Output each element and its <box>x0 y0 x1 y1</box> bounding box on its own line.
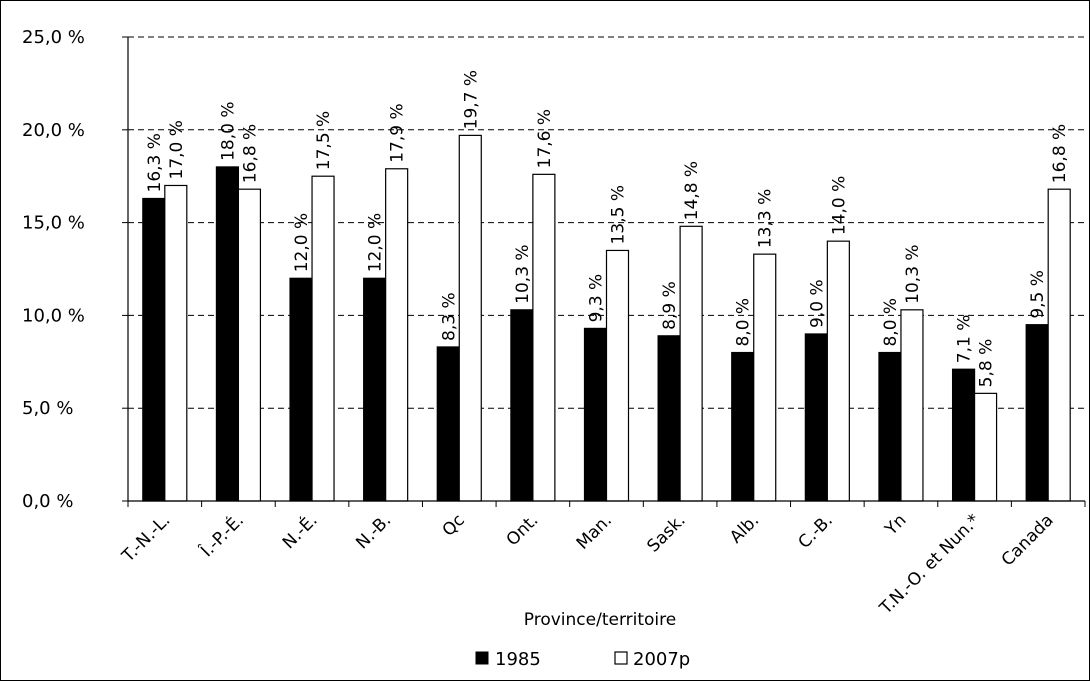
data-label: 12,0 % <box>292 213 312 272</box>
bar-1985-Yn <box>878 351 902 502</box>
category-label: Ont. <box>503 510 543 550</box>
axes <box>122 36 1086 507</box>
data-label: 17,9 % <box>388 103 408 162</box>
y-tick-labels: 0,0 % 5,0 % 10,0 % 15,0 % 20,0 % 25,0 % <box>22 27 85 512</box>
bar-1985-Qc <box>436 346 460 502</box>
bar-1985-N.-B. <box>363 277 387 502</box>
data-label: 19,7 % <box>461 70 481 129</box>
category-label: Qc <box>439 510 469 540</box>
category-label: T.-N.-L. <box>118 510 175 567</box>
data-label: 16,8 % <box>1050 124 1070 183</box>
bar-1985-Man. <box>583 327 608 502</box>
bar-2007p-Alb. <box>753 253 777 502</box>
data-label: 10,3 % <box>513 244 533 303</box>
data-label: 9,5 % <box>1028 270 1048 319</box>
data-label: 8,3 % <box>439 292 459 341</box>
data-label: 12,0 % <box>366 213 386 272</box>
y-tick-label: 10,0 % <box>22 305 85 326</box>
category-labels: T.-N.-L. Î.-P.-É. N.-É. N.-B. Qc Ont. Man. Sask… <box>118 509 1058 619</box>
data-label: 17,0 % <box>167 120 187 179</box>
category-label: Canada <box>998 510 1058 570</box>
category-label: N.-É. <box>277 509 321 553</box>
bar-2007p-T.N.-O. et Nun.* <box>973 392 998 502</box>
y-tick-label: 0,0 % <box>22 491 73 512</box>
legend: 1985 2007p <box>475 649 690 670</box>
y-tick-label: 15,0 % <box>22 213 85 234</box>
bar-2007p-Î.-P.-É. <box>237 188 262 502</box>
data-label: 18,0 % <box>218 101 238 160</box>
data-label: 16,8 % <box>240 124 260 183</box>
bar-1985-Sask. <box>657 335 681 502</box>
bar-2007p-Man. <box>605 249 630 502</box>
bar-2007p-Yn <box>900 309 924 502</box>
data-label: 8,0 % <box>881 298 901 347</box>
category-label: Î.-P.-É. <box>195 509 248 562</box>
bar-1985-T.N.-O. et Nun.* <box>951 368 976 502</box>
data-label: 13,3 % <box>756 189 776 248</box>
y-tick-label: 20,0 % <box>22 120 85 141</box>
legend-label-1985: 1985 <box>495 649 541 670</box>
bar-2007p-N.-B. <box>385 168 409 502</box>
category-label: C.-B. <box>795 510 837 552</box>
data-label: 16,3 % <box>145 133 165 192</box>
bar-2007p-C.-B. <box>826 240 850 502</box>
bar-2007p-Qc <box>458 134 482 502</box>
category-label: Yn <box>881 510 911 540</box>
legend-swatch-2007p <box>614 651 628 665</box>
data-label: 14,0 % <box>829 176 849 235</box>
bars <box>142 134 1071 502</box>
data-label: 9,3 % <box>587 274 607 323</box>
data-label: 17,6 % <box>535 109 555 168</box>
data-label: 5,8 % <box>977 339 997 388</box>
bar-1985-Alb. <box>731 351 755 502</box>
y-tick-label: 5,0 % <box>22 398 73 419</box>
bar-2007p-Sask. <box>679 225 703 502</box>
data-labels: 16,3 % 17,0 % 18,0 % 16,8 %12,0 %17,5 %12,0… <box>145 70 1070 387</box>
bar-1985-N.-É. <box>289 277 313 502</box>
data-label: 13,5 % <box>609 185 629 244</box>
data-label: 7,1 % <box>955 315 975 364</box>
legend-label-2007p: 2007p <box>633 649 690 670</box>
bar-1985-Canada <box>1025 324 1049 502</box>
data-label: 17,5 % <box>314 111 334 170</box>
data-label: 10,3 % <box>903 244 923 303</box>
bar-1985-C.-B. <box>804 333 828 502</box>
legend-swatch-1985 <box>475 651 489 665</box>
x-axis-title: Province/territoire <box>524 610 676 630</box>
category-label: N.-B. <box>352 510 395 553</box>
bar-1985-Ont. <box>510 309 534 502</box>
bar-2007p-Canada <box>1047 188 1071 502</box>
data-label: 8,0 % <box>734 298 754 347</box>
bar-2007p-T.-N.-L. <box>164 184 188 502</box>
category-label: Sask. <box>643 510 689 556</box>
bar-1985-T.-N.-L. <box>142 197 166 502</box>
y-tick-label: 25,0 % <box>22 27 85 48</box>
data-label: 9,0 % <box>807 279 827 328</box>
data-label: 14,8 % <box>682 161 702 220</box>
category-label: Alb. <box>726 510 763 547</box>
data-label: 8,9 % <box>660 281 680 330</box>
bar-2007p-Ont. <box>532 173 556 502</box>
bar-1985-Î.-P.-É. <box>215 166 240 502</box>
bar-2007p-N.-É. <box>311 175 335 502</box>
category-label: Man. <box>573 510 616 553</box>
